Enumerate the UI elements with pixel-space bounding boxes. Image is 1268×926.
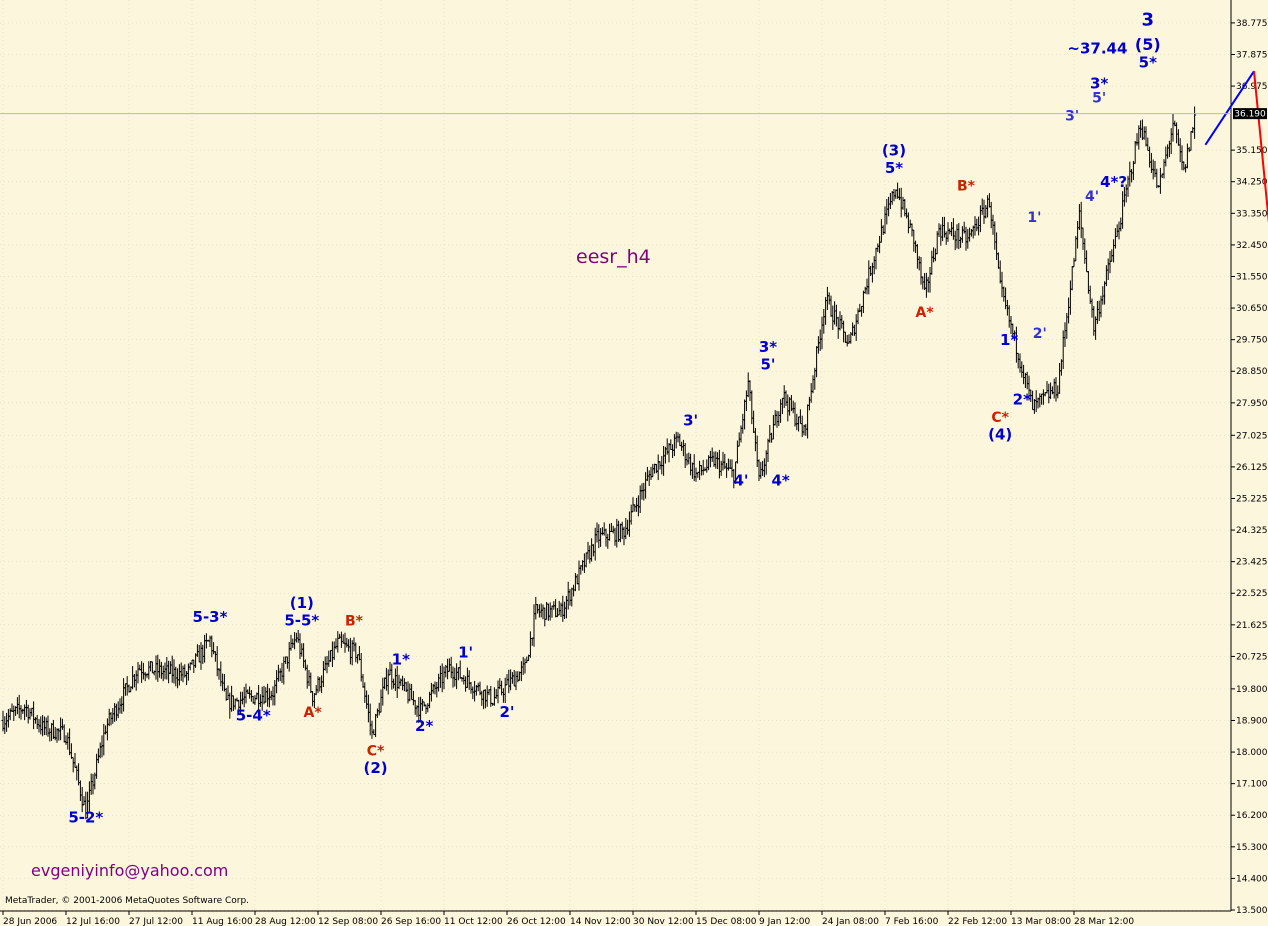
x-tick-label: 24 Jan 08:00 [822,917,879,926]
x-tick-label: 27 Jul 12:00 [129,917,183,926]
wave-label: 5-4* [236,706,271,724]
y-tick-label: 19.800 [1236,685,1268,695]
y-tick-label: 25.225 [1236,494,1268,504]
y-tick-label: 26.125 [1236,463,1268,473]
wave-label: C* [991,410,1009,426]
wave-label: 3* [759,338,777,356]
y-tick-label: 20.725 [1236,652,1268,662]
wave-label: C* [367,744,385,760]
y-tick-label: 18.900 [1236,716,1268,726]
price-axis: 38.775 37.875 36.975 35.150 34.250 33.350 32.4… [1231,19,1268,916]
wave-label: 4*? [1100,173,1127,191]
copyright-text: MetaTrader, © 2001-2006 MetaQuotes Softw… [5,896,249,906]
x-tick-label: 26 Sep 16:00 [381,917,441,926]
wave-label: 4' [1085,189,1099,205]
projection-red-line [1253,71,1268,224]
y-tick-label: 36.975 [1236,82,1268,92]
wave-annotations: 5-2*5-3*5-4*(1)5-5*A*B*C*(2)1*2*1'2'3'4'… [68,10,1160,827]
y-tick-label: 37.875 [1236,50,1268,60]
y-tick-label: 24.325 [1236,526,1268,536]
y-tick-label: 14.400 [1236,874,1268,884]
y-tick-label: 13.500 [1236,906,1268,916]
y-tick-label: 18.000 [1236,748,1268,758]
wave-label: 3' [683,412,698,430]
x-tick-label: 15 Dec 08:00 [696,917,757,926]
wave-label: 2* [415,717,433,735]
wave-label: 2' [499,703,514,721]
projection-lines [1204,70,1268,224]
wave-label: (3) [882,141,906,159]
x-tick-label: 28 Mar 12:00 [1074,917,1134,926]
wave-label: ~37.44 [1067,40,1127,58]
y-tick-label: 17.100 [1236,780,1268,790]
time-axis: 28 Jun 2006 12 Jul 16:00 27 Jul 12:00 11 Au… [2,911,1134,926]
y-tick-label: 21.625 [1236,621,1268,631]
wave-label: 3* [1090,75,1108,93]
x-tick-label: 9 Jan 12:00 [759,917,811,926]
wave-label: 3 [1142,10,1155,31]
price-bars [1,106,1197,820]
wave-label: B* [345,614,364,630]
wave-label: 1* [1000,331,1018,349]
x-tick-label: 11 Aug 16:00 [192,917,253,926]
y-tick-label: 29.750 [1236,336,1268,346]
wave-label: (5) [1135,35,1161,54]
wave-label: 1* [392,650,410,668]
wave-label: 4' [733,471,748,489]
y-tick-label: 33.350 [1236,209,1268,219]
x-tick-label: 28 Jun 2006 [3,917,57,926]
x-tick-label: 28 Aug 12:00 [255,917,316,926]
projection-blue-line [1204,70,1255,146]
current-price-value: 36.190 [1234,110,1266,120]
x-tick-label: 26 Oct 12:00 [507,917,566,926]
plot-area [0,0,1231,911]
x-tick-label: 13 Mar 08:00 [1011,917,1071,926]
wave-label: 5* [1139,54,1157,72]
wave-label: 5-2* [68,808,103,826]
wave-label: (1) [290,594,314,612]
y-tick-label: 27.025 [1236,431,1268,441]
wave-label: A* [916,305,935,321]
y-tick-label: 38.775 [1236,19,1268,29]
x-tick-label: 30 Nov 12:00 [633,917,694,926]
x-tick-label: 12 Jul 16:00 [66,917,120,926]
wave-label: 4* [771,471,789,489]
wave-label: 5-3* [193,608,228,626]
x-tick-label: 11 Oct 12:00 [444,917,503,926]
wave-label: 2* [1013,391,1031,409]
wave-label: 2' [1033,326,1047,342]
x-tick-label: 22 Feb 12:00 [948,917,1007,926]
wave-label: B* [957,178,976,194]
wave-label: 5' [1092,91,1106,107]
y-tick-label: 32.450 [1236,241,1268,251]
y-tick-label: 35.150 [1236,146,1268,156]
current-price-tag: 36.190 [1233,108,1267,120]
contact-email: evgeniyinfo@yahoo.com [31,861,228,880]
symbol-label: eesr_h4 [576,246,651,268]
y-tick-label: 27.950 [1236,399,1268,409]
x-tick-label: 7 Feb 16:00 [885,917,939,926]
x-tick-label: 12 Sep 08:00 [318,917,378,926]
wave-label: 5' [760,355,775,373]
y-tick-label: 31.550 [1236,272,1268,282]
wave-label: 3' [1065,108,1079,124]
y-tick-label: 22.525 [1236,589,1268,599]
wave-label: A* [304,705,323,721]
wave-label: (2) [364,759,388,777]
y-tick-label: 30.650 [1236,304,1268,314]
wave-label: 1' [1027,210,1041,226]
wave-label: 5-5* [284,612,319,630]
y-tick-label: 16.200 [1236,811,1268,821]
y-tick-label: 15.300 [1236,843,1268,853]
y-tick-label: 28.850 [1236,367,1268,377]
wave-label: 5* [885,159,903,177]
wave-label: 1' [458,643,473,661]
x-tick-label: 14 Nov 12:00 [570,917,631,926]
y-tick-label: 34.250 [1236,178,1268,188]
y-tick-label: 23.425 [1236,558,1268,568]
wave-label: (4) [988,426,1012,444]
